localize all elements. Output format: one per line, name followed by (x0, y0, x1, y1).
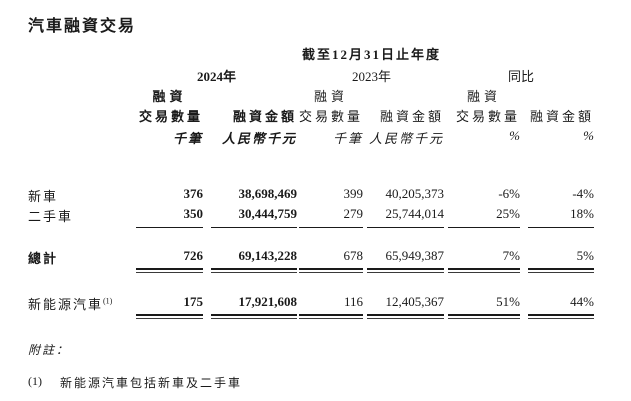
nev-rule-col5 (448, 314, 520, 319)
used-car-2023-count: 279 (343, 206, 364, 221)
financing-prefix-2024: 融資 (152, 89, 187, 104)
nev-yoy-count: 51% (496, 294, 520, 309)
total-yoy-amount: 5% (576, 248, 594, 263)
count-unit-2024: 千筆 (172, 131, 203, 146)
new-car-2024-amount: 38,698,469 (238, 186, 298, 201)
total-rule-col4 (367, 268, 444, 273)
subtotal-rule-col5 (448, 227, 520, 228)
total-rule-col3 (299, 268, 363, 273)
used-car-2023-amount: 25,744,014 (385, 206, 445, 221)
used-car-yoy-count: 25% (496, 206, 520, 221)
page-title: 汽車融資交易 (28, 18, 137, 35)
footnote-1-text: 新能源汽車包括新車及二手車 (60, 376, 243, 390)
subtotal-rule-col1 (136, 227, 203, 228)
nev-2023-count: 116 (343, 294, 363, 309)
row-label-used-car: 二手車 (28, 209, 74, 224)
count-header-yoy: 交易數量 (455, 109, 520, 124)
amount-unit-2024: 人民幣千元 (221, 131, 297, 146)
nev-rule-col6 (528, 314, 594, 319)
nev-footnote-marker: (1) (103, 296, 113, 306)
total-rule-col1 (136, 268, 203, 273)
total-rule-col6 (528, 268, 594, 273)
amount-unit-2023: 人民幣千元 (368, 131, 444, 146)
amount-header-yoy: 融資金額 (529, 109, 594, 124)
count-header-2023: 交易數量 (299, 109, 364, 124)
financing-prefix-yoy: 融資 (466, 89, 501, 104)
count-unit-2023: 千筆 (332, 131, 363, 146)
total-2023-amount: 65,949,387 (385, 248, 445, 263)
used-car-yoy-amount: 18% (570, 206, 594, 221)
total-2024-count: 726 (183, 248, 204, 263)
new-car-yoy-amount: -4% (572, 186, 594, 201)
nev-yoy-amount: 44% (570, 294, 594, 309)
new-car-2023-count: 399 (343, 186, 364, 201)
subtotal-rule-col3 (299, 227, 363, 228)
financing-prefix-2023: 融資 (313, 89, 348, 104)
count-unit-yoy: % (509, 128, 520, 143)
total-rule-col2 (211, 268, 297, 273)
notes-heading: 附註： (28, 343, 71, 357)
total-rule-col5 (448, 268, 520, 273)
used-car-2024-count: 350 (183, 206, 204, 221)
row-label-new-car: 新車 (28, 189, 59, 204)
nev-rule-col3 (299, 314, 363, 319)
total-2023-count: 678 (343, 248, 364, 263)
nev-rule-col2 (211, 314, 297, 319)
total-2024-amount: 69,143,228 (238, 248, 298, 263)
new-car-2024-count: 376 (183, 186, 204, 201)
year-header-yoy: 同比 (507, 69, 534, 84)
nev-2023-amount: 12,405,367 (385, 294, 445, 309)
nev-rule-col1 (136, 314, 203, 319)
year-header-2024: 2024年 (196, 69, 236, 84)
used-car-2024-amount: 30,444,759 (238, 206, 298, 221)
year-header-2023: 2023年 (351, 69, 391, 84)
subtotal-rule-col2 (211, 227, 297, 228)
nev-2024-amount: 17,921,608 (238, 294, 298, 309)
amount-header-2024: 融資金額 (232, 109, 297, 124)
subtotal-rule-col6 (528, 227, 594, 228)
period-spanner: 截至12月31日止年度 (301, 47, 441, 62)
new-car-yoy-count: -6% (498, 186, 520, 201)
total-yoy-count: 7% (502, 248, 520, 263)
amount-header-2023: 融資金額 (379, 109, 444, 124)
nev-rule-col4 (367, 314, 444, 319)
nev-2024-count: 175 (183, 294, 204, 309)
amount-unit-yoy: % (583, 128, 594, 143)
row-label-total: 總計 (28, 251, 59, 266)
footnote-1-marker: (1) (28, 374, 42, 388)
row-label-nev: 新能源汽車(1) (28, 294, 133, 313)
subtotal-rule-col4 (367, 227, 444, 228)
new-car-2023-amount: 40,205,373 (385, 186, 445, 201)
nev-label-text: 新能源汽車 (28, 297, 104, 312)
count-header-2024: 交易數量 (138, 109, 203, 124)
